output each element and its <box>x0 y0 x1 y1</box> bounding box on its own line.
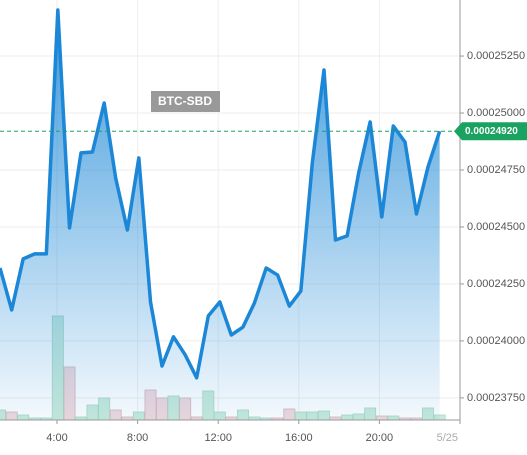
price-line <box>0 8 442 380</box>
x-tick-label: 5/25 <box>437 432 458 444</box>
x-tick-label: 16:00 <box>285 432 313 444</box>
x-tick-label: 12:00 <box>204 432 232 444</box>
x-tick-label: 20:00 <box>366 432 394 444</box>
legend-label: BTC-SBD <box>158 94 212 108</box>
price-area <box>0 10 440 420</box>
legend-box <box>151 91 220 112</box>
x-tick-label: 8:00 <box>127 432 148 444</box>
y-tick-label: 0.00025250 <box>467 50 525 62</box>
x-tick-label: 4:00 <box>46 432 67 444</box>
y-tick-label: 0.00023750 <box>467 392 525 404</box>
y-tick-label: 0.00024750 <box>467 164 525 176</box>
y-tick-label: 0.00024500 <box>467 221 525 233</box>
last-price-tag <box>454 122 527 141</box>
last-price-label: 0.00024920 <box>465 126 518 137</box>
y-tick-label: 0.00024000 <box>467 335 525 347</box>
y-tick-label: 0.00024250 <box>467 278 525 290</box>
y-tick-label: 0.00025000 <box>467 107 525 119</box>
